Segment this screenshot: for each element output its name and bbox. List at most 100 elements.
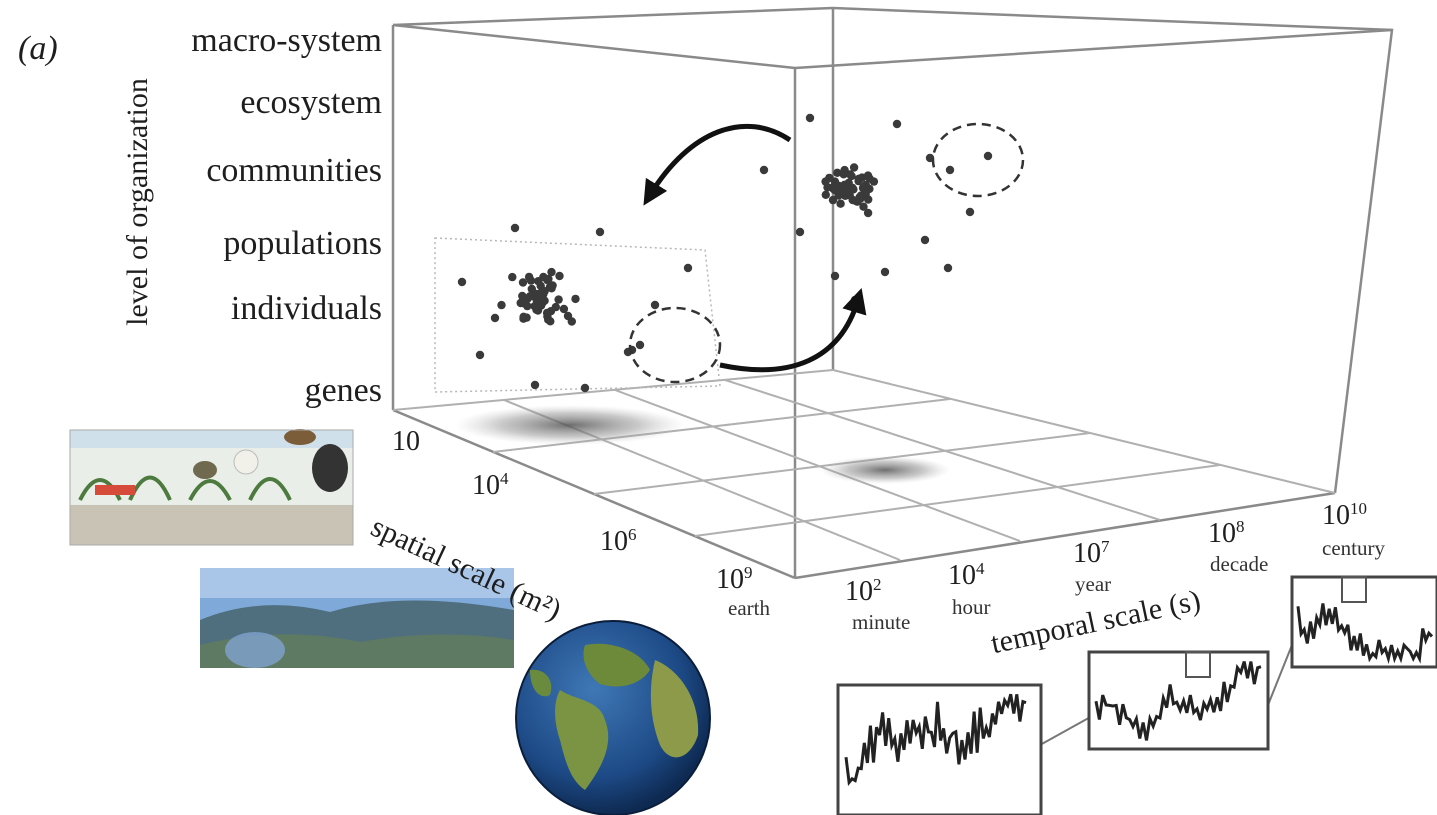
scatter-point — [518, 292, 526, 300]
scatter-point — [508, 273, 516, 281]
scatter-point — [881, 268, 889, 276]
scatter-point — [944, 264, 952, 272]
scatter-point — [511, 224, 519, 232]
spatial-tick-1-base: 10 — [392, 426, 420, 457]
spatial-tick-2-base: 10 — [472, 470, 500, 501]
level-label-communities: communities — [206, 152, 382, 190]
earth-globe-image — [516, 621, 710, 815]
temporal-tick-3: 107 — [1073, 540, 1110, 568]
scatter-point — [651, 301, 659, 309]
scatter-point — [543, 312, 551, 320]
scatter-point — [865, 174, 873, 182]
scatter-point — [539, 273, 547, 281]
scatter-point — [806, 114, 814, 122]
temporal-tick-3-base: 10 — [1073, 538, 1101, 569]
scatter-point — [519, 278, 527, 286]
spatial-point-cloud — [458, 224, 692, 392]
scatter-point — [823, 183, 831, 191]
temporal-tick-1: 102 — [845, 578, 882, 606]
scatter-point — [822, 191, 830, 199]
scatter-point — [847, 172, 855, 180]
scatter-point — [831, 272, 839, 280]
scatter-point — [532, 290, 540, 298]
scatter-point — [552, 303, 560, 311]
scatter-point — [840, 170, 848, 178]
panel-label: (a) — [18, 30, 58, 68]
spatial-tick-1: 10 — [392, 428, 420, 456]
spatial-tick-3-exp: 6 — [628, 525, 637, 544]
scatter-point — [684, 264, 692, 272]
level-label-genes: genes — [305, 372, 382, 410]
scatter-point — [946, 166, 954, 174]
spatial-plane — [435, 238, 720, 392]
scatter-point — [560, 305, 568, 313]
scatter-point — [864, 209, 872, 217]
scatter-point — [527, 276, 535, 284]
temporal-tick-2: 104 — [948, 562, 985, 590]
dashed-highlight-temporal — [933, 124, 1023, 196]
temporal-tick-1-exp: 2 — [873, 575, 882, 594]
temporal-tick-1-base: 10 — [845, 576, 873, 607]
spatial-tick-3: 106 — [600, 528, 637, 556]
temporal-tick-5-exp: 10 — [1350, 499, 1367, 518]
scatter-point — [554, 295, 562, 303]
scatter-point — [984, 152, 992, 160]
temporal-tick-3-exp: 7 — [1101, 537, 1110, 556]
level-label-populations: populations — [223, 225, 382, 263]
scatter-point — [547, 284, 555, 292]
scatter-point — [636, 341, 644, 349]
temporal-shadow — [820, 456, 950, 484]
scatter-point — [796, 228, 804, 236]
scatter-point — [836, 200, 844, 208]
level-label-macro-system: macro-system — [191, 22, 382, 60]
temporal-tick-2-sub: hour — [952, 595, 991, 620]
scatter-point — [760, 166, 768, 174]
scatter-point — [537, 301, 545, 309]
scatter-point — [564, 312, 572, 320]
spatial-tick-4-sub: earth — [728, 596, 770, 621]
scatter-point — [893, 120, 901, 128]
scatter-point — [531, 381, 539, 389]
scatter-point — [581, 384, 589, 392]
temporal-tick-3-sub: year — [1075, 572, 1111, 597]
temporal-tick-5-sub: century — [1322, 536, 1385, 561]
scatter-point — [491, 314, 499, 322]
arrow-to-spatial — [650, 126, 790, 195]
temporal-tick-2-base: 10 — [948, 560, 976, 591]
temporal-tick-5: 1010 — [1322, 502, 1367, 530]
time-series-inset-century — [1292, 577, 1437, 667]
scatter-point — [547, 268, 555, 276]
temporal-tick-2-exp: 4 — [976, 559, 985, 578]
scatter-point — [854, 177, 862, 185]
spatial-tick-2: 104 — [472, 472, 509, 500]
scatter-point — [519, 313, 527, 321]
time-series-inset-year — [1089, 652, 1268, 749]
scatter-point — [523, 302, 531, 310]
spatial-tick-4-base: 10 — [716, 564, 744, 595]
scatter-point — [571, 295, 579, 303]
scatter-point — [846, 191, 854, 199]
scatter-point — [458, 278, 466, 286]
scatter-point — [555, 272, 563, 280]
level-label-ecosystem: ecosystem — [240, 84, 382, 122]
wetland-diorama-image — [70, 429, 353, 545]
spatial-tick-4-exp: 9 — [744, 563, 753, 582]
spatial-tick-4: 109 — [716, 566, 753, 594]
y-axis-title: level of organization — [121, 37, 155, 367]
time-series-inset-minute — [838, 685, 1041, 815]
scatter-point — [497, 301, 505, 309]
spatial-tick-2-exp: 4 — [500, 469, 509, 488]
scatter-point — [921, 236, 929, 244]
temporal-tick-4-sub: decade — [1210, 552, 1268, 577]
level-label-individuals: individuals — [231, 290, 382, 328]
scatter-point — [596, 228, 604, 236]
scatter-point — [864, 195, 872, 203]
spatial-tick-3-base: 10 — [600, 526, 628, 557]
temporal-tick-4-exp: 8 — [1236, 517, 1245, 536]
temporal-tick-1-sub: minute — [852, 610, 910, 635]
spatial-shadow — [455, 405, 685, 445]
scatter-point — [966, 208, 974, 216]
scatter-point — [853, 198, 861, 206]
